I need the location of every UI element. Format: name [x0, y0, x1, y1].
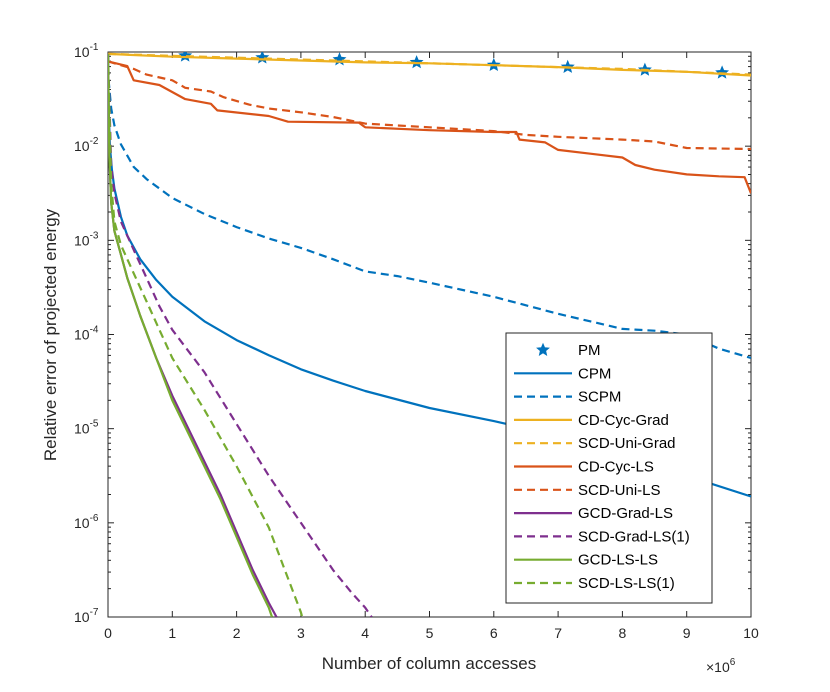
series-scd-uni-grad-line	[108, 52, 751, 76]
y-tick-base: 10	[74, 44, 90, 60]
y-tick-base: 10	[74, 609, 90, 625]
y-tick-label: 10-4	[74, 325, 99, 343]
y-tick-exponent: -1	[90, 42, 99, 53]
y-tick-base: 10	[74, 421, 90, 437]
x-axis-multiplier: ×106	[706, 657, 736, 675]
series-pm-marker	[409, 55, 424, 69]
y-tick-base: 10	[74, 327, 90, 343]
x-tick-label: 4	[361, 625, 369, 641]
y-tick-exponent: -2	[90, 136, 99, 147]
series-scd-grad-ls-1-line	[108, 53, 373, 617]
series-scpm-line	[108, 53, 751, 360]
y-tick-label: 10-1	[74, 42, 99, 60]
x-tick-label: 1	[168, 625, 176, 641]
y-tick-exponent: -6	[90, 513, 99, 524]
legend-label-cd-cyc-grad: CD-Cyc-Grad	[578, 412, 669, 429]
x-tick-label: 7	[554, 625, 562, 641]
x-tick-label: 0	[104, 625, 112, 641]
legend-label-scd-uni-grad: SCD-Uni-Grad	[578, 435, 676, 452]
y-tick-label: 10-6	[74, 513, 99, 531]
y-tick-label: 10-7	[74, 607, 99, 625]
legend-label-cpm: CPM	[578, 365, 611, 382]
x-axis-label: Number of column accesses	[322, 654, 536, 673]
legend-label-scd-ls-ls-1: SCD-LS-LS(1)	[578, 575, 675, 592]
x-tick-label: 2	[233, 625, 241, 641]
x-tick-label: 5	[426, 625, 434, 641]
y-tick-label: 10-2	[74, 136, 99, 154]
series-scd-ls-ls-1-line	[108, 53, 304, 617]
x-tick-label: 6	[490, 625, 498, 641]
x-multiplier-base: ×10	[706, 659, 730, 675]
series-pm-marker	[715, 65, 730, 79]
y-tick-base: 10	[74, 515, 90, 531]
y-tick-exponent: -3	[90, 230, 99, 241]
legend-label-cd-cyc-ls: CD-Cyc-LS	[578, 459, 654, 476]
legend-label-scd-uni-ls: SCD-Uni-LS	[578, 482, 661, 499]
y-tick-label: 10-3	[74, 230, 99, 248]
y-tick-exponent: -5	[90, 419, 99, 430]
x-tick-label: 10	[743, 625, 759, 641]
y-tick-exponent: -7	[90, 607, 99, 618]
legend-label-gcd-grad-ls: GCD-Grad-LS	[578, 505, 673, 522]
x-multiplier-exponent: 6	[730, 657, 736, 668]
series-scd-uni-ls-line	[108, 60, 751, 151]
series-gcd-ls-ls-line	[108, 53, 274, 617]
legend-label-scpm: SCPM	[578, 389, 621, 406]
legend-box	[505, 332, 713, 604]
legend-label-pm: PM	[578, 342, 601, 359]
x-tick-label: 9	[683, 625, 691, 641]
y-axis-label: Relative error of projected energy	[41, 208, 60, 461]
legend: PM CPM SCPM CD-Cyc-Grad SCD-Uni-Grad CD-Cyc-L…	[505, 332, 713, 604]
legend-swatch-pm	[536, 342, 550, 356]
legend-label-gcd-ls-ls: GCD-LS-LS	[578, 552, 658, 569]
y-tick-exponent: -4	[90, 325, 99, 336]
y-tick-base: 10	[74, 232, 90, 248]
x-axis: 0 1 2 3 4 5 6 7 8 9 10	[104, 52, 759, 641]
y-tick-base: 10	[74, 138, 90, 154]
y-tick-label: 10-5	[74, 419, 99, 437]
x-tick-label: 3	[297, 625, 305, 641]
legend-label-scd-grad-ls-1: SCD-Grad-LS(1)	[578, 528, 690, 545]
x-tick-label: 8	[619, 625, 627, 641]
